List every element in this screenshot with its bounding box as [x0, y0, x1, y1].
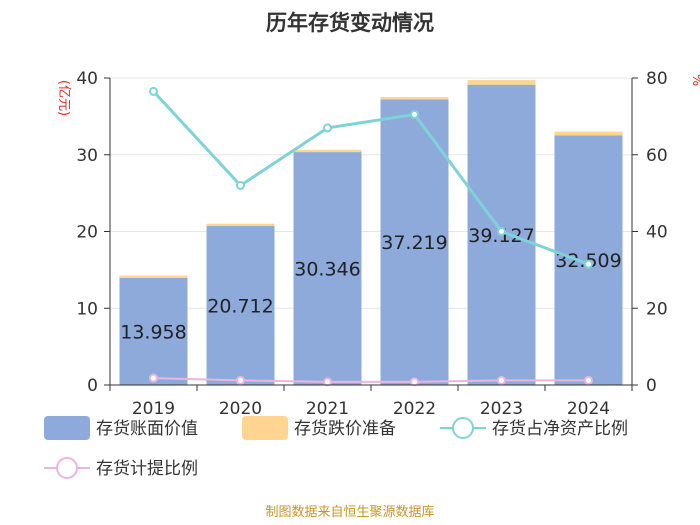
bar-value-label: 20.712	[207, 296, 273, 318]
right-tick-label: 60	[646, 146, 668, 166]
legend-label: 存货账面价值	[96, 419, 198, 439]
right-tick-label: 80	[646, 69, 668, 89]
chart-title: 历年存货变动情况	[266, 11, 434, 35]
legend-label: 存货计提比例	[96, 459, 198, 479]
bar-impairment	[554, 131, 623, 136]
legend-swatch-marker	[56, 457, 78, 479]
x-tick-label: 2019	[132, 399, 175, 419]
lines	[149, 86, 593, 387]
line-point	[149, 86, 158, 96]
line-point	[410, 377, 419, 387]
line-point	[497, 227, 506, 236]
left-tick-label: 0	[87, 376, 98, 396]
bar-impairment	[206, 223, 275, 227]
legend-item[interactable]: 存货账面价值	[44, 416, 198, 440]
bar-impairment	[467, 80, 536, 85]
right-tick-label: 40	[646, 223, 668, 243]
line-point	[236, 180, 245, 190]
bar-value-label: 37.219	[381, 232, 447, 254]
legend-swatch	[242, 416, 288, 440]
right-axis-unit: %	[689, 74, 700, 86]
legend-item[interactable]: 存货占净资产比例	[440, 417, 628, 439]
line-point	[323, 377, 332, 387]
left-tick-label: 30	[76, 146, 98, 166]
line-point	[497, 375, 506, 385]
bar-impairment	[293, 149, 362, 153]
line-point	[584, 259, 593, 269]
bar-value-label: 30.346	[294, 259, 360, 281]
bar-impairment	[380, 97, 449, 100]
bar-book-value	[206, 226, 275, 385]
bars	[119, 80, 623, 386]
x-tick-label: 2022	[393, 399, 436, 419]
left-axis-unit: (亿元)	[56, 80, 71, 116]
axes: 0 10 20 30 40 0 20 40 60 80 2019 2020 2021 2022 2023 20…	[76, 69, 667, 419]
bar-book-value	[293, 152, 362, 385]
line-point	[584, 375, 593, 385]
legend-swatch	[44, 416, 90, 440]
legend-item[interactable]: 存货计提比例	[44, 457, 198, 479]
right-tick-label: 20	[646, 299, 668, 319]
grid	[110, 77, 632, 309]
line-point	[410, 109, 419, 119]
bar-impairment	[119, 275, 188, 278]
bar-book-value	[119, 277, 188, 385]
legend-item[interactable]: 存货跌价准备	[242, 416, 396, 440]
legend-swatch-marker	[452, 417, 474, 439]
line-inventory-to-net-assets	[152, 90, 590, 266]
x-tick-label: 2020	[219, 399, 262, 419]
x-tick-label: 2024	[567, 399, 610, 419]
line-point	[149, 373, 158, 383]
left-tick-label: 40	[76, 69, 98, 89]
right-tick-label: 0	[646, 376, 657, 396]
line-provision-ratio	[153, 377, 589, 383]
x-tick-label: 2021	[306, 399, 349, 419]
legend-label: 存货跌价准备	[294, 419, 396, 439]
legend-label: 存货占净资产比例	[492, 419, 628, 439]
bar-value-label: 13.958	[120, 321, 186, 343]
x-tick-label: 2023	[480, 399, 523, 419]
left-tick-label: 20	[76, 223, 98, 243]
left-tick-label: 10	[76, 299, 98, 319]
line-point	[236, 375, 245, 385]
line-point	[323, 123, 332, 133]
footer-source: 制图数据来自恒生聚源数据库	[265, 504, 434, 520]
